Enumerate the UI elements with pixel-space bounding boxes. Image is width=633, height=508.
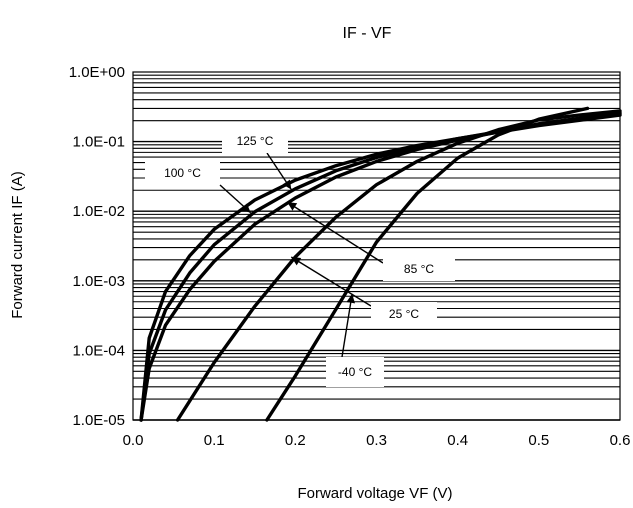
annotation-leader <box>286 201 384 264</box>
y-tick-label: 1.0E-05 <box>72 412 125 429</box>
y-axis-ticks: 1.0E-05 1.0E-04 1.0E-03 1.0E-02 1.0E-01 1.0E+… <box>69 64 125 429</box>
x-axis-ticks: 0.0 0.1 0.2 0.3 0.4 0.5 0.6 <box>123 432 631 449</box>
data-series <box>139 106 622 422</box>
chart-title: IF - VF <box>343 25 392 42</box>
x-tick-label: 0.4 <box>447 432 468 449</box>
x-tick-label: 0.3 <box>366 432 387 449</box>
y-axis-title: Forward current IF (A) <box>9 171 26 319</box>
annotation-leader <box>341 293 353 358</box>
annotation-label: 25 °C <box>389 307 419 321</box>
x-tick-label: 0.0 <box>123 432 144 449</box>
annotation-label: 100 °C <box>164 166 201 180</box>
y-tick-label: 1.0E-01 <box>72 134 125 151</box>
annotation-arrowhead <box>291 256 302 266</box>
plot-frame <box>132 71 621 421</box>
annotation-leader <box>290 256 372 307</box>
x-tick-label: 0.5 <box>528 432 549 449</box>
annotation-label: 125 °C <box>237 134 274 148</box>
series-line-2 <box>139 110 622 422</box>
y-tick-label: 1.0E-03 <box>72 273 125 290</box>
temperature-annotations: 125 °C 100 °C 85 °C 25 °C -40 °C <box>145 129 455 387</box>
annotation-box <box>145 161 220 185</box>
annotation-box <box>371 302 437 326</box>
annotation-box <box>383 257 455 281</box>
y-tick-label: 1.0E-04 <box>72 342 125 359</box>
y-tick-label: 1.0E-02 <box>72 203 125 220</box>
x-tick-label: 0.6 <box>610 432 631 449</box>
annotation-label: -40 °C <box>338 365 372 379</box>
annotation-label: 85 °C <box>404 262 434 276</box>
annotation-box <box>222 129 288 153</box>
annotation-arrowhead <box>287 202 298 211</box>
annotation-box <box>326 357 384 387</box>
x-tick-label: 0.2 <box>285 432 306 449</box>
y-tick-label: 1.0E+00 <box>69 64 125 81</box>
series-line-4 <box>265 106 590 422</box>
annotation-arrowhead <box>241 203 251 213</box>
annotation-arrowhead <box>282 179 292 190</box>
grid-lines <box>133 74 620 421</box>
annotation-arrowhead <box>346 293 356 304</box>
x-tick-label: 0.1 <box>204 432 225 449</box>
x-axis-title: Forward voltage VF (V) <box>297 485 452 502</box>
